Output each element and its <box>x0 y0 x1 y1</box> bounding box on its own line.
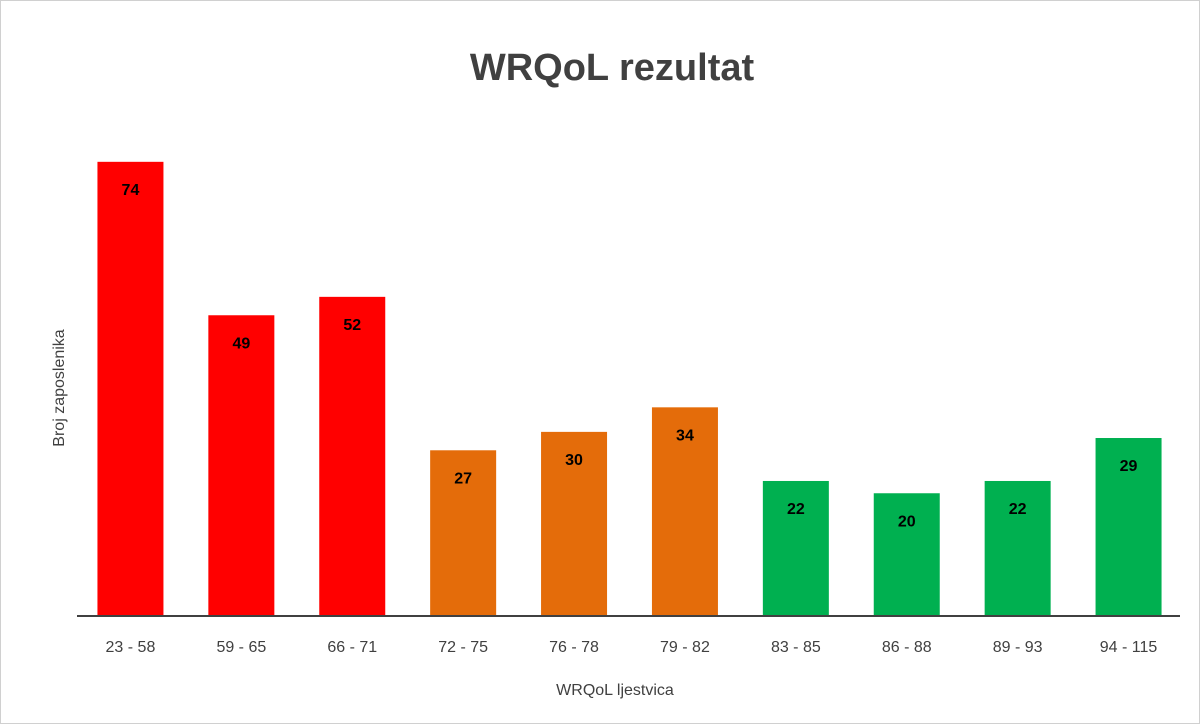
x-tick-label: 94 - 115 <box>1100 639 1158 656</box>
bar <box>984 480 1051 616</box>
value-label: 52 <box>343 317 361 334</box>
x-tick-label: 66 - 71 <box>327 639 377 656</box>
x-tick-label: 23 - 58 <box>106 639 156 656</box>
bar <box>319 296 386 616</box>
value-label: 34 <box>676 428 694 445</box>
value-label: 20 <box>898 513 916 530</box>
y-axis-label: Broj zaposlenika <box>51 329 68 447</box>
bar <box>651 407 718 616</box>
value-label: 27 <box>454 471 472 488</box>
x-tick-label: 59 - 65 <box>216 639 266 656</box>
bar <box>97 161 164 616</box>
value-label: 29 <box>1120 458 1138 475</box>
bar <box>1095 438 1162 616</box>
value-label: 22 <box>787 501 805 518</box>
chart-title: WRQoL rezultat <box>470 47 755 89</box>
bar <box>541 431 608 616</box>
value-label: 49 <box>232 335 250 352</box>
bar <box>873 493 940 616</box>
x-tick-label: 83 - 85 <box>771 639 821 656</box>
value-label: 74 <box>122 182 140 199</box>
x-axis-label: WRQoL ljestvica <box>556 682 674 699</box>
x-tick-label: 76 - 78 <box>549 639 599 656</box>
x-tick-label: 79 - 82 <box>660 639 710 656</box>
bar <box>430 450 497 616</box>
value-label: 22 <box>1009 501 1027 518</box>
value-label: 30 <box>565 452 583 469</box>
x-tick-label: 89 - 93 <box>993 639 1043 656</box>
bar <box>208 315 275 616</box>
bar <box>762 480 829 616</box>
x-tick-label: 72 - 75 <box>438 639 488 656</box>
x-tick-label: 86 - 88 <box>882 639 932 656</box>
